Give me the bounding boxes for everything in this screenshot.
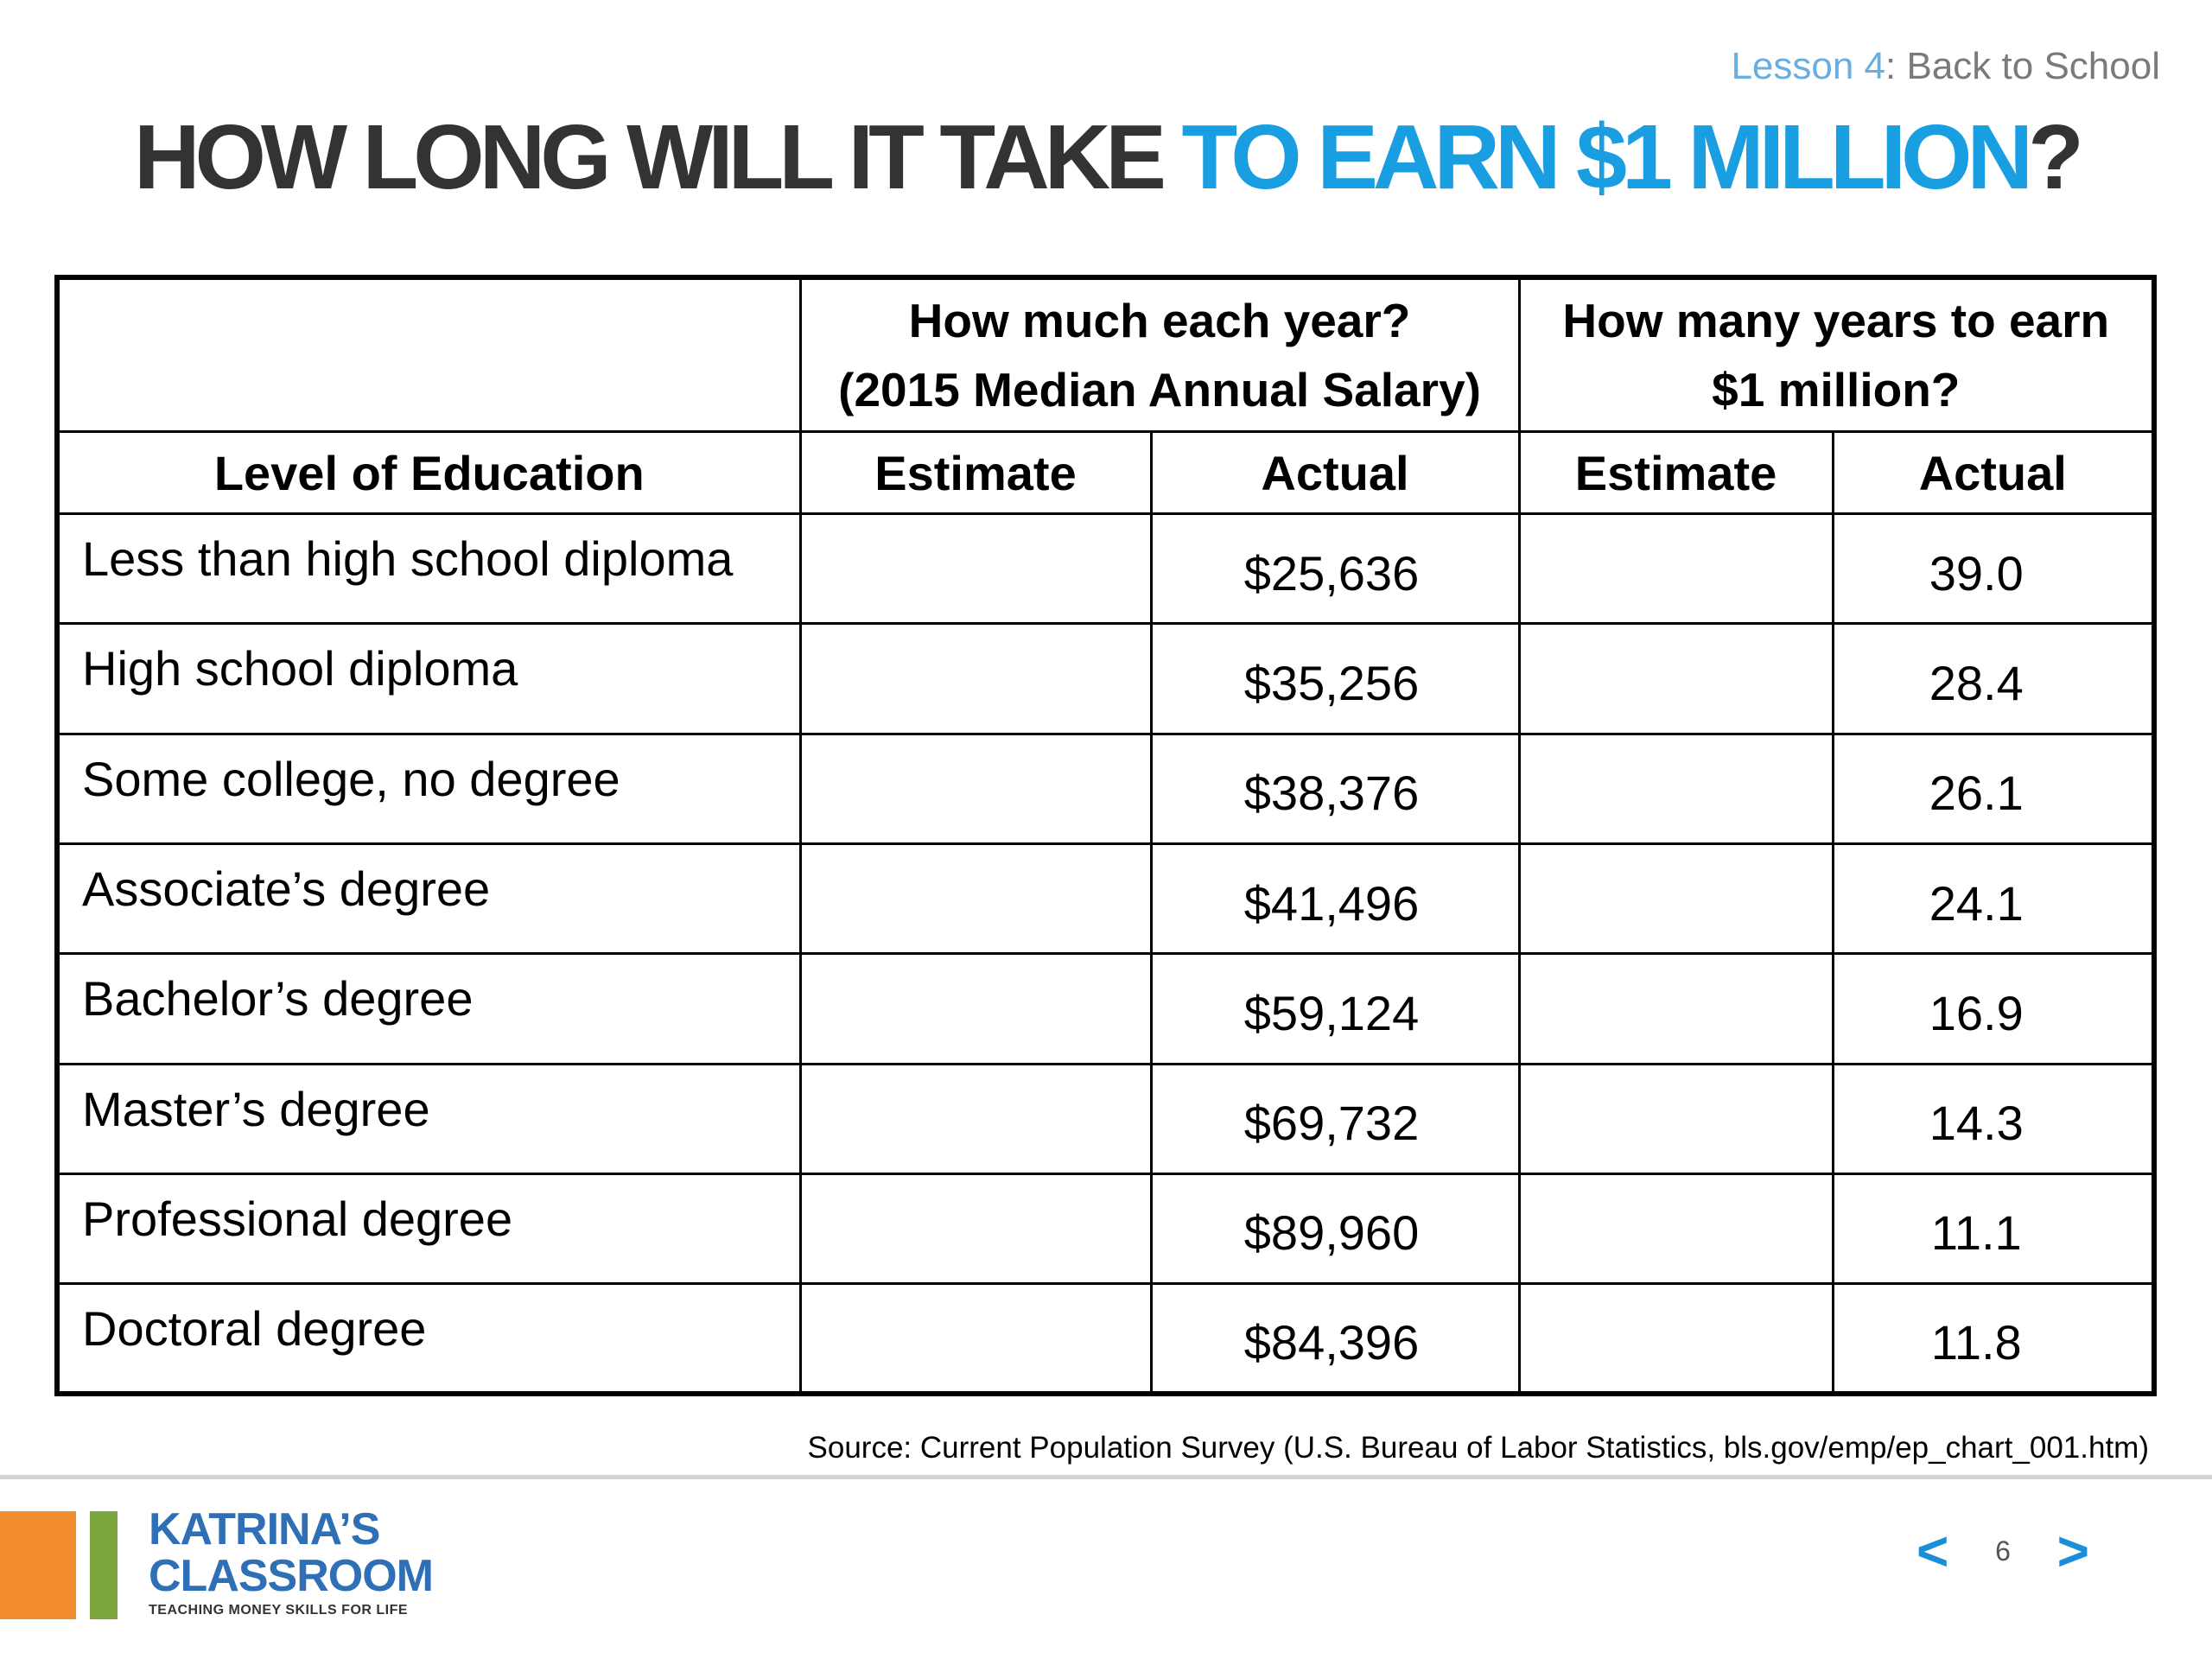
salary-actual-cell: $84,396 bbox=[1149, 1282, 1521, 1395]
education-salary-table: How much each year? (2015 Median Annual S… bbox=[54, 275, 2158, 1396]
logo-line-2: CLASSROOM bbox=[149, 1551, 434, 1601]
education-level-cell: Bachelor’s degree bbox=[55, 952, 802, 1065]
table-row: Associate’s degree $41,496 24.1 bbox=[55, 842, 2156, 956]
years-estimate-cell bbox=[1517, 1062, 1834, 1175]
title-part-1: HOW LONG WILL IT TAKE bbox=[134, 106, 1182, 208]
salary-estimate-cell bbox=[798, 952, 1153, 1065]
table-row: High school diploma $35,256 28.4 bbox=[55, 622, 2156, 735]
salary-group-header: How much each year? (2015 Median Annual S… bbox=[798, 276, 1521, 433]
empty-header-cell bbox=[55, 276, 802, 433]
salary-estimate-cell bbox=[798, 512, 1153, 626]
years-actual-cell: 39.0 bbox=[1831, 512, 2156, 626]
salary-actual-cell: $25,636 bbox=[1149, 512, 1521, 626]
salary-estimate-cell bbox=[798, 1172, 1153, 1286]
years-actual-cell: 26.1 bbox=[1831, 732, 2156, 845]
table-row: Some college, no degree $38,376 26.1 bbox=[55, 732, 2156, 845]
years-actual-cell: 14.3 bbox=[1831, 1062, 2156, 1175]
years-header-line-1: How many years to earn bbox=[1562, 293, 2110, 347]
table-group-header-row: How much each year? (2015 Median Annual S… bbox=[55, 276, 2156, 433]
salary-header-line-2: (2015 Median Annual Salary) bbox=[838, 362, 1481, 416]
logo-tagline: TEACHING MONEY SKILLS FOR LIFE bbox=[149, 1603, 409, 1618]
lesson-separator: : bbox=[1885, 45, 1897, 87]
years-estimate-cell bbox=[1517, 1172, 1834, 1286]
table-column-header-row: Level of Education Estimate Actual Estim… bbox=[55, 429, 2156, 516]
chevron-right-icon[interactable]: > bbox=[2056, 1520, 2089, 1582]
salary-actual-cell: $41,496 bbox=[1149, 842, 1521, 956]
slide-navigation: < 6 > bbox=[1916, 1520, 2089, 1582]
lesson-name: Back to School bbox=[1896, 45, 2160, 87]
education-level-cell: Less than high school diploma bbox=[55, 512, 802, 626]
salary-estimate-header: Estimate bbox=[798, 429, 1153, 516]
years-estimate-cell bbox=[1517, 512, 1834, 626]
table-row: Professional degree $89,960 11.1 bbox=[55, 1172, 2156, 1286]
page-title: HOW LONG WILL IT TAKE TO EARN $1 MILLION… bbox=[134, 105, 2084, 210]
chevron-left-icon[interactable]: < bbox=[1916, 1520, 1949, 1582]
salary-estimate-cell bbox=[798, 1062, 1153, 1175]
salary-actual-cell: $59,124 bbox=[1149, 952, 1521, 1065]
salary-actual-cell: $69,732 bbox=[1149, 1062, 1521, 1175]
years-header-line-2: $1 million? bbox=[1712, 362, 1961, 416]
years-actual-cell: 11.1 bbox=[1831, 1172, 2156, 1286]
years-estimate-cell bbox=[1517, 952, 1834, 1065]
years-actual-cell: 16.9 bbox=[1831, 952, 2156, 1065]
brand-logo: KATRINA’S CLASSROOM TEACHING MONEY SKILL… bbox=[149, 1504, 434, 1618]
education-level-cell: Professional degree bbox=[55, 1172, 802, 1286]
title-part-2: TO EARN $1 MILLION bbox=[1181, 106, 2033, 208]
education-level-cell: Associate’s degree bbox=[55, 842, 802, 956]
logo-orange-bar bbox=[0, 1511, 76, 1619]
salary-actual-cell: $89,960 bbox=[1149, 1172, 1521, 1286]
salary-header-line-1: How much each year? bbox=[908, 293, 1411, 347]
source-citation: Source: Current Population Survey (U.S. … bbox=[807, 1431, 2149, 1465]
level-column-header: Level of Education bbox=[55, 429, 802, 516]
salary-estimate-cell bbox=[798, 732, 1153, 845]
education-level-cell: Doctoral degree bbox=[55, 1282, 802, 1395]
salary-estimate-cell bbox=[798, 1282, 1153, 1395]
table-row: Doctoral degree $84,396 11.8 bbox=[55, 1282, 2156, 1395]
logo-green-bar bbox=[90, 1511, 118, 1619]
years-actual-cell: 24.1 bbox=[1831, 842, 2156, 956]
table-row: Bachelor’s degree $59,124 16.9 bbox=[55, 952, 2156, 1065]
years-actual-cell: 28.4 bbox=[1831, 622, 2156, 735]
table-row: Master’s degree $69,732 14.3 bbox=[55, 1062, 2156, 1175]
page-number: 6 bbox=[1995, 1535, 2011, 1567]
title-part-3: ? bbox=[2028, 106, 2084, 208]
education-level-cell: Master’s degree bbox=[55, 1062, 802, 1175]
salary-estimate-cell bbox=[798, 842, 1153, 956]
salary-actual-header: Actual bbox=[1149, 429, 1521, 516]
years-estimate-cell bbox=[1517, 842, 1834, 956]
table-row: Less than high school diploma $25,636 39… bbox=[55, 512, 2156, 626]
years-estimate-header: Estimate bbox=[1517, 429, 1834, 516]
lesson-label: Lesson 4: Back to School bbox=[1731, 45, 2160, 88]
education-level-cell: High school diploma bbox=[55, 622, 802, 735]
years-estimate-cell bbox=[1517, 732, 1834, 845]
years-group-header: How many years to earn $1 million? bbox=[1517, 276, 2156, 433]
logo-line-1: KATRINA’S bbox=[149, 1504, 380, 1554]
years-estimate-cell bbox=[1517, 1282, 1834, 1395]
years-actual-cell: 11.8 bbox=[1831, 1282, 2156, 1395]
years-estimate-cell bbox=[1517, 622, 1834, 735]
salary-actual-cell: $35,256 bbox=[1149, 622, 1521, 735]
years-actual-header: Actual bbox=[1831, 429, 2156, 516]
salary-actual-cell: $38,376 bbox=[1149, 732, 1521, 845]
education-level-cell: Some college, no degree bbox=[55, 732, 802, 845]
lesson-number: Lesson 4 bbox=[1731, 45, 1886, 87]
salary-estimate-cell bbox=[798, 622, 1153, 735]
footer-divider bbox=[0, 1475, 2212, 1479]
